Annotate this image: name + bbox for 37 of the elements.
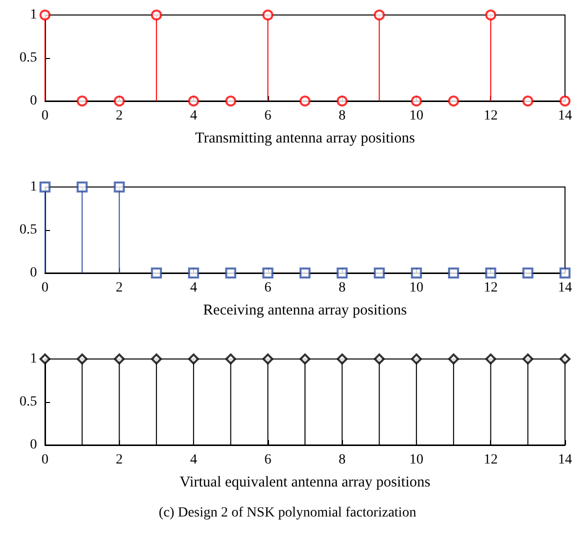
x-tick-label: 8 [338, 108, 346, 124]
x-tick-label: 2 [116, 452, 123, 468]
y-tick-label: 0 [30, 438, 37, 452]
x-tick-label: 8 [338, 280, 346, 296]
x-tick-label: 0 [42, 108, 48, 124]
x-tick-label: 0 [42, 452, 48, 468]
x-tick-label: 4 [190, 280, 198, 296]
x-tick-label: 12 [484, 280, 498, 296]
x-tick-label: 10 [409, 452, 424, 468]
x-tick-label: 4 [190, 108, 198, 124]
x-axis-title: Transmitting antenna array positions [195, 130, 416, 146]
x-tick-label: 14 [558, 452, 572, 468]
x-tick-label: 0 [42, 280, 48, 296]
x-axis-title: Receiving antenna array positions [203, 302, 408, 318]
x-tick-label: 10 [409, 280, 424, 296]
y-tick-label: 0.5 [20, 394, 37, 410]
x-tick-label: 14 [558, 280, 572, 296]
y-tick-label: 0 [30, 94, 37, 108]
y-tick-label: 0.5 [20, 222, 37, 238]
x-tick-label: 12 [484, 108, 498, 124]
x-tick-label: 2 [116, 108, 123, 124]
x-tick-label: 6 [264, 452, 272, 468]
y-tick-label: 0.5 [20, 50, 37, 66]
x-tick-label: 14 [558, 108, 572, 124]
x-tick-label: 2 [116, 280, 123, 296]
y-tick-label: 1 [30, 180, 37, 194]
x-tick-label: 4 [190, 452, 198, 468]
y-tick-label: 1 [30, 8, 37, 22]
y-tick-label: 1 [30, 352, 37, 366]
text: (c) Design 2 of NSK polynomial factorization [158, 506, 416, 520]
x-tick-label: 10 [409, 108, 424, 124]
y-tick-label: 0 [30, 266, 37, 280]
x-tick-label: 12 [484, 452, 498, 468]
x-tick-label: 8 [338, 452, 346, 468]
x-axis-title: Virtual equivalent antenna array positions [180, 474, 431, 490]
x-tick-label: 6 [264, 108, 272, 124]
x-tick-label: 6 [264, 280, 272, 296]
